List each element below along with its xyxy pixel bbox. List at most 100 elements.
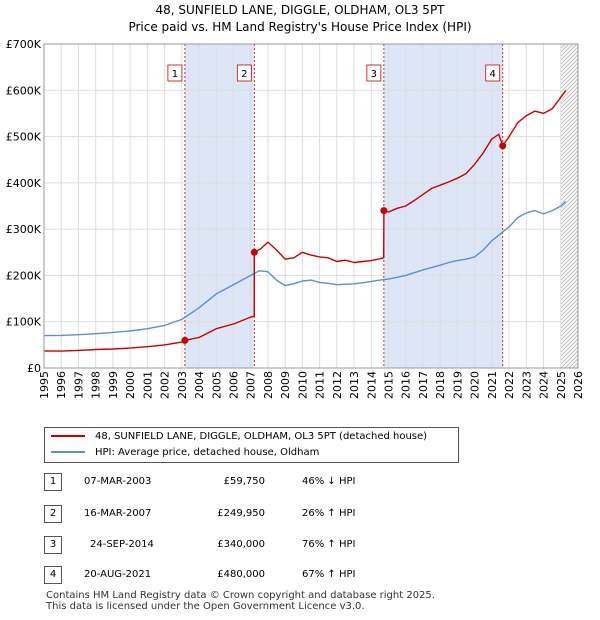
x-tick-label: 2011: [314, 371, 327, 399]
footer: Contains HM Land Registry data © Crown c…: [46, 590, 435, 612]
x-tick-label: 2013: [348, 371, 361, 399]
sale-price: £480,000: [217, 569, 265, 580]
y-tick-label: £0: [27, 362, 41, 375]
x-tick-label: 2001: [141, 371, 154, 399]
hatch-line: [560, 294, 578, 313]
sale-point-4: [499, 142, 507, 150]
legend-item-hpi: HPI: Average price, detached house, Oldh…: [51, 446, 319, 460]
x-tick-label: 2016: [400, 371, 413, 399]
x-tick-label: 2024: [538, 371, 551, 399]
shaded-period: [184, 44, 255, 368]
x-tick-label: 2025: [555, 371, 568, 399]
x-tick-label: 2004: [193, 371, 206, 399]
x-tick-label: 2023: [520, 371, 533, 399]
footer-licence: This data is licensed under the Open Gov…: [46, 601, 365, 612]
y-tick-label: £100K: [6, 316, 42, 329]
sale-period-shading: [184, 44, 503, 368]
sale-number: 2: [44, 505, 62, 523]
x-tick-label: 1998: [90, 371, 103, 399]
x-tick-label: 2014: [365, 371, 378, 399]
hatch-line: [560, 194, 578, 213]
sale-point-3: [380, 207, 388, 215]
y-tick-label: £600K: [6, 84, 42, 97]
hatch-line: [560, 302, 578, 321]
sale-date: 16-MAR-2007: [84, 508, 152, 519]
x-tick-label: 1999: [107, 371, 120, 399]
legend-swatch-hpi: [51, 451, 85, 453]
hatch-line: [560, 94, 578, 113]
x-tick-label: 2000: [124, 371, 137, 399]
hatch-line: [560, 202, 578, 221]
sale-row: 4 20-AUG-2021 £480,000 67% ↑ HPI: [40, 566, 580, 584]
legend-label-hpi: HPI: Average price, detached house, Oldh…: [95, 447, 320, 458]
sale-price: £249,950: [217, 508, 265, 519]
x-tick-label: 2019: [451, 371, 464, 399]
hatch-line: [560, 286, 578, 305]
legend: 48, SUNFIELD LANE, DIGGLE, OLDHAM, OL3 5…: [44, 427, 459, 463]
x-tick-label: 2012: [331, 371, 344, 399]
sale-marker-box-4: [485, 64, 501, 82]
x-tick-label: 2002: [159, 371, 172, 399]
title-line-2: Price paid vs. HM Land Registry's House …: [128, 20, 472, 34]
x-tick-label: 2005: [210, 371, 223, 399]
hatch-line: [560, 278, 578, 297]
sale-price: £59,750: [223, 476, 265, 487]
x-tick-label: 2008: [262, 371, 275, 399]
x-tick-label: 2020: [469, 371, 482, 399]
hatch-line: [560, 86, 578, 105]
x-tick-labels: 1995 1996 1997 1998 1999 2000 2001 2002 2003 2004…: [38, 371, 585, 399]
sale-marker-box-3: [366, 64, 382, 82]
sale-hpi-change: 76% ↑ HPI: [302, 539, 356, 550]
sale-number: 4: [44, 566, 62, 584]
hatch-line: [560, 298, 578, 317]
sale-point-2: [250, 248, 258, 256]
hatch-line: [560, 290, 578, 309]
sale-point-1: [181, 336, 189, 344]
forecast-hatch: [560, 44, 578, 368]
plot-frame: [43, 43, 579, 369]
sale-date: 24-SEP-2014: [90, 539, 154, 550]
y-tick-label: £200K: [6, 269, 42, 282]
price-chart: 1 2 3 4 £0 £100K £200K £300K £400K £500K £600K £70…: [6, 38, 585, 399]
sale-row: 1 07-MAR-2003 £59,750 46% ↓ HPI: [40, 473, 580, 491]
shaded-period: [383, 44, 503, 368]
hatch-line: [560, 190, 578, 209]
sale-hpi-change: 26% ↑ HPI: [302, 508, 356, 519]
y-tick-label: £400K: [6, 177, 42, 190]
y-tick-label: £300K: [6, 223, 42, 236]
sale-row: 2 16-MAR-2007 £249,950 26% ↑ HPI: [40, 505, 580, 523]
y-tick-labels: £0 £100K £200K £300K £400K £500K £600K £700K: [6, 38, 42, 375]
hatch-line: [560, 306, 578, 325]
x-tick-label: 2017: [417, 371, 430, 399]
sale-hpi-change: 46% ↓ HPI: [302, 476, 356, 487]
chart-title: 48, SUNFIELD LANE, DIGGLE, OLDHAM, OL3 5…: [0, 2, 600, 36]
sale-hpi-change: 67% ↑ HPI: [302, 569, 356, 580]
x-tick-label: 2009: [279, 371, 292, 399]
sale-marker-boxes: 1 2 3 4: [167, 64, 501, 82]
y-tick-label: £500K: [6, 131, 42, 144]
y-tick-label: £700K: [6, 38, 42, 51]
x-tick-label: 2003: [176, 371, 189, 399]
x-tick-label: 1996: [55, 371, 68, 399]
x-tick-label: 2006: [227, 371, 240, 399]
hpi-line: [43, 200, 567, 337]
axes: [43, 43, 579, 369]
sale-points: [181, 142, 507, 344]
x-tick-label: 1997: [72, 371, 85, 399]
x-tick-label: 1995: [38, 371, 51, 399]
x-tick-label: 2015: [383, 371, 396, 399]
sale-marker-box-2: [236, 64, 252, 82]
sale-marker-label-4: 4: [490, 69, 496, 80]
title-line-1: 48, SUNFIELD LANE, DIGGLE, OLDHAM, OL3 5…: [155, 3, 445, 17]
footer-copyright: Contains HM Land Registry data © Crown c…: [46, 590, 435, 601]
sale-marker-label-3: 3: [371, 69, 377, 80]
x-tick-label: 2007: [245, 371, 258, 399]
legend-swatch-property: [51, 435, 85, 437]
x-tick-label: 2010: [296, 371, 309, 399]
sale-number: 3: [44, 536, 62, 554]
x-tick-label: 2022: [503, 371, 516, 399]
hatch-line: [560, 310, 578, 329]
sale-date: 07-MAR-2003: [84, 476, 152, 487]
x-tick-label: 2018: [434, 371, 447, 399]
sale-marker-label-1: 1: [172, 69, 178, 80]
